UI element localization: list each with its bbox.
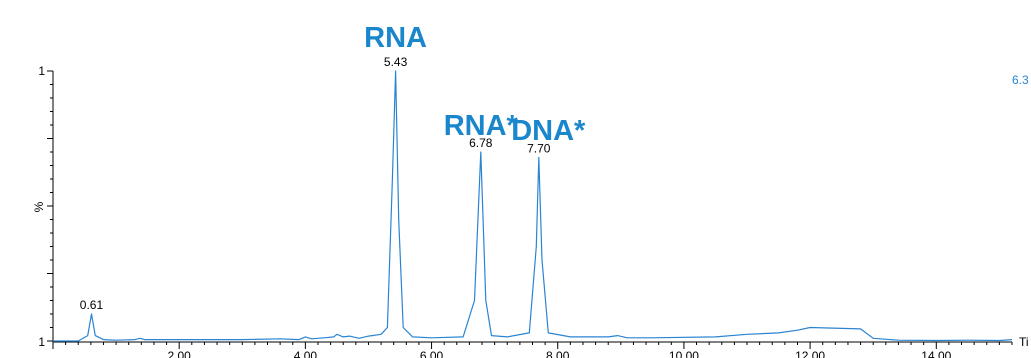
x-tick-label: 12.00: [795, 349, 825, 358]
chromatogram-trace: [53, 70, 1013, 342]
peak-annotation: RNA*: [444, 110, 519, 142]
x-tick-label: 6.00: [420, 349, 444, 358]
corner-value-label: 6.3: [1012, 73, 1029, 87]
peak-label: 6.78: [469, 136, 493, 150]
peak-annotation: DNA*: [511, 115, 586, 147]
x-tick-label: 4.00: [294, 349, 318, 358]
peak-label: 5.43: [384, 55, 408, 69]
y-axis-bottom-label: 1: [38, 335, 45, 349]
x-tick-label: 10.00: [669, 349, 699, 358]
axes: [52, 71, 1012, 343]
peak-label: 0.61: [80, 298, 104, 312]
y-axis-title: %: [32, 201, 46, 212]
x-axis-title: Ti: [1019, 335, 1029, 349]
x-tick-label: 14.00: [921, 349, 951, 358]
x-tick-label: 2.00: [168, 349, 192, 358]
y-axis-top-label: 1: [38, 64, 45, 78]
x-axis-ticks: 2.00 4.00 6.00 8.00 10.00 12.00 14.00: [52, 342, 1013, 358]
peak-annotation: RNA: [364, 22, 427, 54]
trace-layer: [53, 70, 1013, 342]
peak-annotations: RNA RNA*DNA*: [364, 22, 586, 147]
y-axis-ticks: [47, 70, 53, 342]
peak-label: 7.70: [527, 141, 551, 155]
x-tick-label: 8.00: [546, 349, 570, 358]
peak-labels: 0.61 5.43 6.78 7.70: [80, 55, 551, 312]
